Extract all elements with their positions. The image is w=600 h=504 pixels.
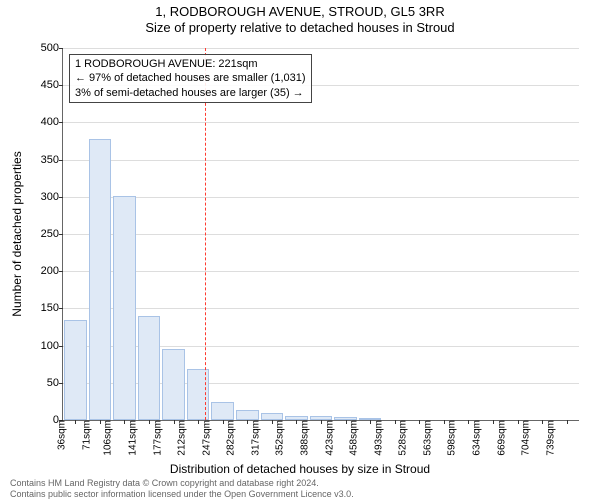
xtick-label: 563sqm [419, 420, 434, 456]
xtick-label: 71sqm [77, 420, 92, 450]
ytick-label: 250 [41, 228, 63, 240]
xtick-label: 423sqm [320, 420, 335, 456]
ytick-label: 300 [41, 191, 63, 203]
annotation-line-1: 1 RODBOROUGH AVENUE: 221sqm [75, 57, 306, 71]
xtick-label: 669sqm [492, 420, 507, 456]
histogram-bar [236, 410, 259, 420]
ytick-label: 100 [41, 340, 63, 352]
xtick-label: 282sqm [222, 420, 237, 456]
histogram-bar [64, 320, 87, 420]
histogram-bar [89, 139, 112, 420]
annotation-line-3: 3% of semi-detached houses are larger (3… [75, 86, 306, 100]
ytick-label: 50 [47, 377, 63, 389]
footnote-line-1: Contains HM Land Registry data © Crown c… [10, 478, 590, 489]
xtick-label: 36sqm [53, 420, 68, 450]
ytick-label: 350 [41, 154, 63, 166]
histogram-bar [113, 196, 136, 420]
histogram-bar [162, 349, 185, 420]
histogram-bar [138, 316, 161, 420]
xtick-label: 352sqm [271, 420, 286, 456]
xtick-label: 458sqm [345, 420, 360, 456]
ytick-label: 500 [41, 42, 63, 54]
gridline [63, 160, 579, 161]
xtick-label: 317sqm [247, 420, 262, 456]
xtick-label: 704sqm [517, 420, 532, 456]
gridline [63, 308, 579, 309]
xtick-label: 739sqm [541, 420, 556, 456]
xtick-mark [75, 420, 76, 424]
gridline [63, 271, 579, 272]
ytick-label: 450 [41, 79, 63, 91]
ytick-label: 400 [41, 116, 63, 128]
ytick-label: 150 [41, 302, 63, 314]
xtick-label: 493sqm [369, 420, 384, 456]
xtick-label: 177sqm [148, 420, 163, 456]
annotation-line-2: ← 97% of detached houses are smaller (1,… [75, 71, 306, 85]
xtick-label: 141sqm [124, 420, 139, 456]
x-axis-label: Distribution of detached houses by size … [0, 462, 600, 476]
histogram-bar [211, 402, 234, 420]
xtick-label: 212sqm [173, 420, 188, 456]
footnote: Contains HM Land Registry data © Crown c… [10, 478, 590, 500]
chart-plot-area: 05010015020025030035040045050036sqm71sqm… [62, 48, 579, 421]
gridline [63, 234, 579, 235]
gridline [63, 122, 579, 123]
chart-title: 1, RODBOROUGH AVENUE, STROUD, GL5 3RR [0, 4, 600, 19]
xtick-label: 247sqm [197, 420, 212, 456]
xtick-label: 528sqm [394, 420, 409, 456]
gridline [63, 48, 579, 49]
histogram-bar [187, 369, 210, 420]
xtick-label: 634sqm [468, 420, 483, 456]
chart-subtitle: Size of property relative to detached ho… [0, 20, 600, 35]
histogram-bar [261, 413, 284, 420]
gridline [63, 197, 579, 198]
xtick-label: 388sqm [296, 420, 311, 456]
marker-line [205, 48, 206, 420]
xtick-label: 598sqm [443, 420, 458, 456]
xtick-mark [567, 420, 568, 424]
marker-annotation: 1 RODBOROUGH AVENUE: 221sqm ← 97% of det… [69, 54, 312, 103]
xtick-label: 106sqm [99, 420, 114, 456]
y-axis-label: Number of detached properties [10, 151, 24, 316]
ytick-label: 200 [41, 265, 63, 277]
footnote-line-2: Contains public sector information licen… [10, 489, 590, 500]
